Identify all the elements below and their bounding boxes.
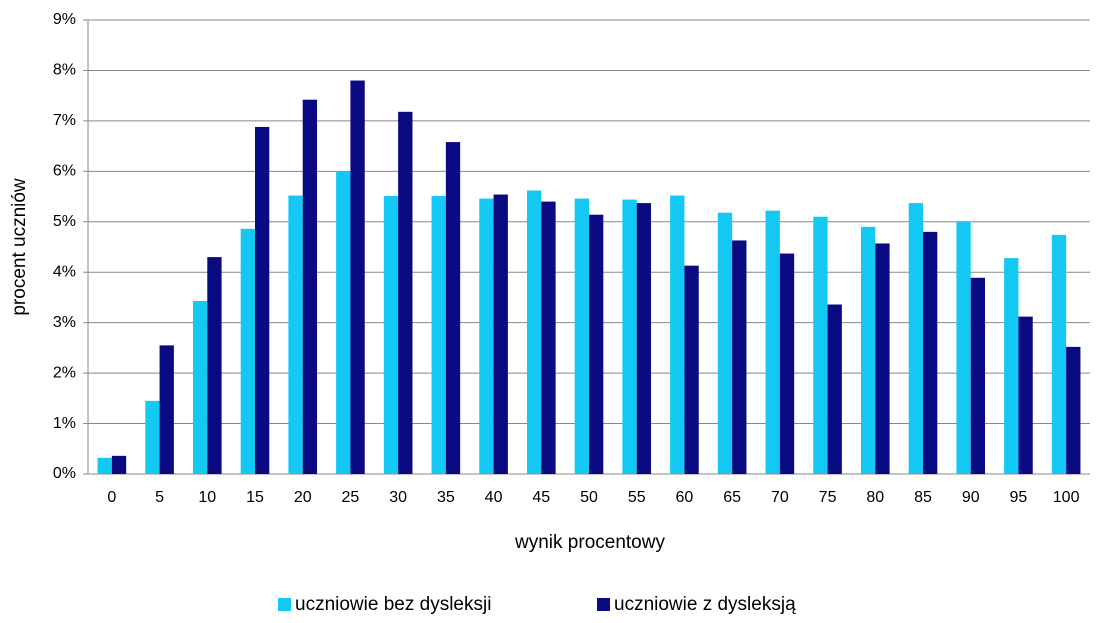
bar (1066, 346, 1081, 474)
bar (636, 203, 652, 474)
bar (240, 228, 255, 474)
bar (1004, 258, 1019, 474)
bar (526, 190, 542, 474)
bar (288, 195, 303, 474)
x-tick-label: 95 (1010, 489, 1028, 506)
bar (493, 194, 508, 474)
bar (302, 99, 318, 475)
bar (336, 171, 351, 475)
bar (908, 203, 923, 474)
x-axis-label: wynik procentowy (514, 532, 665, 553)
bar (956, 221, 971, 474)
bar (97, 457, 112, 474)
x-tick-label: 10 (198, 489, 216, 506)
x-tick-label: 70 (771, 489, 789, 506)
bar (813, 216, 828, 474)
x-tick-label: 100 (1053, 489, 1080, 506)
legend-label: uczniowie z dysleksją (614, 594, 796, 615)
bar (445, 142, 461, 474)
y-tick-label: 2% (53, 364, 76, 381)
legend-label: uczniowie bez dysleksji (295, 594, 491, 615)
y-tick-label: 8% (53, 62, 76, 79)
bar (398, 111, 413, 474)
bar (875, 243, 890, 474)
y-tick-label: 7% (53, 112, 76, 129)
bar (684, 265, 699, 474)
bar (574, 198, 589, 474)
x-tick-label: 45 (532, 489, 550, 506)
x-tick-label: 15 (246, 489, 264, 506)
bar (589, 214, 604, 474)
y-tick-label: 0% (53, 465, 76, 482)
x-tick-label: 30 (389, 489, 407, 506)
bar (779, 253, 795, 474)
x-tick-label: 75 (819, 489, 837, 506)
bar (207, 257, 222, 474)
y-tick-label: 4% (53, 263, 76, 280)
bar (145, 400, 160, 474)
bar (622, 199, 637, 475)
bar (732, 240, 747, 474)
x-tick-label: 25 (342, 489, 360, 506)
bar (717, 212, 733, 474)
x-tick-label: 35 (437, 489, 455, 506)
bar (923, 231, 938, 474)
x-tick-label: 50 (580, 489, 598, 506)
bar (1051, 234, 1067, 474)
x-tick-label: 40 (485, 489, 503, 506)
bar (159, 345, 174, 474)
x-tick-label: 60 (676, 489, 694, 506)
x-tick-label: 20 (294, 489, 312, 506)
legend-swatch (278, 598, 291, 611)
bar (431, 196, 446, 474)
legend-swatch (597, 598, 610, 611)
bar (111, 455, 127, 474)
x-tick-label: 85 (914, 489, 932, 506)
bar (670, 195, 685, 474)
bar (255, 126, 270, 474)
bar (765, 210, 780, 474)
bar (192, 300, 208, 474)
y-tick-label: 6% (53, 163, 76, 180)
x-tick-label: 0 (107, 489, 116, 506)
bar (479, 198, 494, 474)
y-tick-label: 5% (53, 213, 76, 230)
x-tick-label: 90 (962, 489, 980, 506)
bar (970, 277, 986, 474)
bar (827, 304, 842, 474)
x-tick-label: 65 (723, 489, 741, 506)
x-tick-label: 80 (866, 489, 884, 506)
bar (1018, 316, 1033, 474)
y-tick-label: 9% (53, 11, 76, 28)
bar (350, 80, 365, 475)
y-axis-label: procent uczniów (9, 178, 30, 316)
y-tick-label: 3% (53, 314, 76, 331)
x-tick-label: 55 (628, 489, 646, 506)
y-tick-label: 1% (53, 415, 76, 432)
bar (541, 201, 556, 474)
x-tick-label: 5 (155, 489, 164, 506)
bar (383, 196, 399, 474)
bar (860, 226, 876, 474)
